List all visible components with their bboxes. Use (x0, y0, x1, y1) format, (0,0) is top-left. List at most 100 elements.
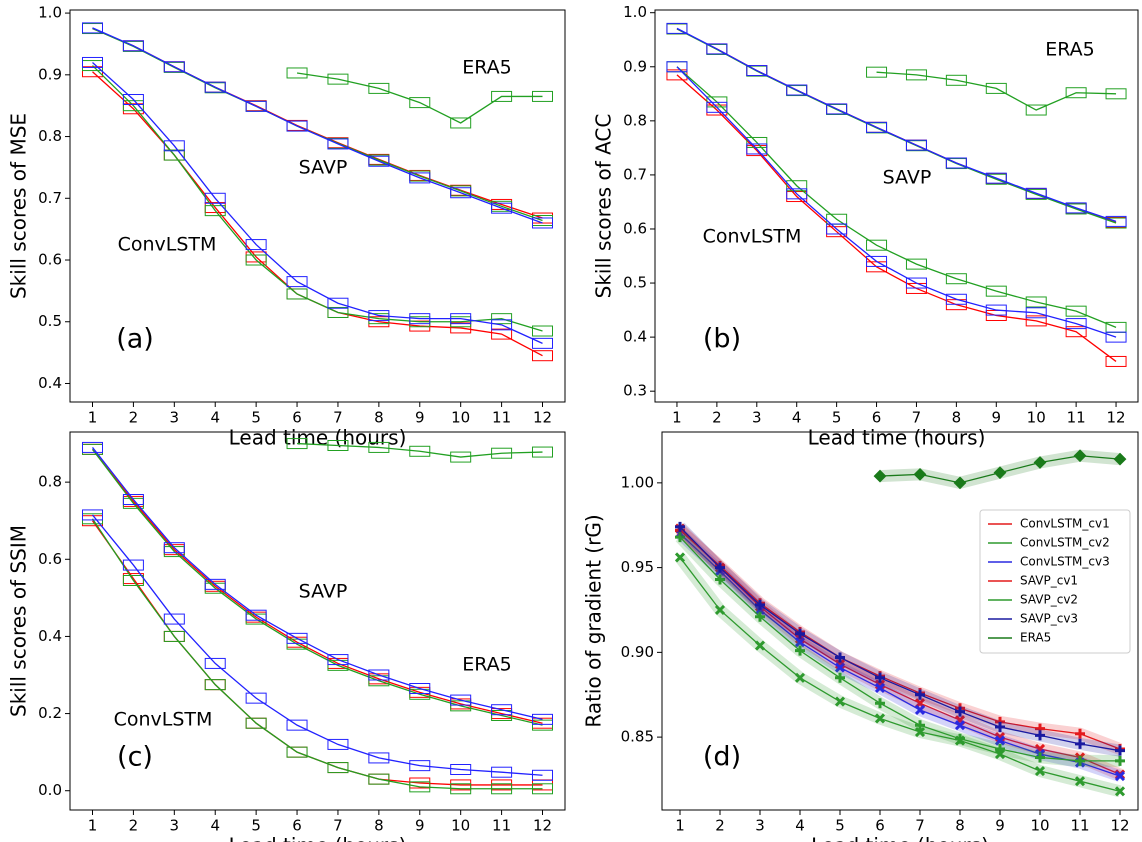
box (368, 82, 390, 94)
box (368, 773, 390, 785)
marker (914, 704, 926, 716)
x-tick-label: 12 (533, 409, 552, 427)
marker (994, 735, 1006, 746)
marker (795, 645, 805, 656)
marker (994, 749, 1006, 760)
marker (1114, 786, 1126, 797)
box (327, 659, 349, 671)
marker (1033, 456, 1047, 469)
box (163, 630, 185, 642)
x-tick-label: 1 (88, 817, 98, 835)
y-tick-label: 0.90 (621, 643, 654, 661)
x-tick-label: 4 (792, 409, 802, 427)
box (163, 149, 185, 161)
box (1105, 88, 1127, 100)
box (245, 609, 267, 621)
box (82, 509, 103, 521)
marker (1034, 765, 1046, 777)
marker (755, 611, 765, 622)
x-axis-label: Lead time (hours) (229, 426, 407, 450)
marker (794, 637, 806, 648)
x-tick-label: 6 (292, 409, 302, 427)
box (491, 710, 513, 721)
marker (995, 721, 1005, 732)
y-tick-label: 0.8 (38, 473, 62, 491)
box (1065, 326, 1087, 338)
box (204, 205, 226, 217)
box (866, 255, 888, 267)
box (327, 306, 349, 318)
box (706, 101, 728, 113)
plot-frame (661, 431, 1139, 811)
x-tick-label: 12 (1106, 409, 1125, 427)
box (532, 446, 553, 458)
panel: 0.850.900.951.00123456789101112Lead time… (582, 431, 1139, 842)
box (245, 239, 267, 251)
box (327, 73, 349, 85)
box (905, 258, 927, 270)
marker (675, 521, 685, 532)
box (122, 494, 144, 505)
series-line (679, 557, 1121, 792)
series-line (297, 442, 543, 458)
x-tick-label: 3 (752, 409, 762, 427)
annotation: ERA5 (462, 57, 512, 79)
marker (834, 696, 846, 707)
x-tick-label: 12 (1110, 817, 1129, 835)
box (491, 783, 513, 795)
box (786, 188, 808, 200)
marker (1114, 771, 1126, 782)
x-tick-label: 10 (451, 409, 470, 427)
box (327, 440, 349, 451)
x-tick-label: 9 (995, 817, 1005, 835)
box (491, 202, 513, 214)
box (204, 192, 226, 204)
box (327, 654, 349, 666)
box (1105, 215, 1127, 227)
box (786, 180, 808, 192)
box (286, 438, 308, 450)
box (532, 713, 553, 725)
marker (835, 652, 845, 663)
box (163, 542, 185, 554)
box (945, 293, 967, 305)
x-tick-label: 9 (415, 817, 425, 835)
box (706, 43, 728, 55)
x-tick-label: 3 (755, 817, 765, 835)
box (532, 350, 553, 362)
x-axis-label: Lead time (hours) (811, 834, 989, 842)
marker (1115, 755, 1125, 766)
marker (874, 682, 886, 694)
box (122, 559, 144, 571)
box (204, 679, 226, 691)
box (327, 762, 349, 774)
x-tick-label: 6 (872, 409, 882, 427)
box (1065, 318, 1087, 330)
box (204, 81, 226, 93)
marker (714, 604, 726, 616)
y-tick-label: 1.0 (38, 4, 62, 22)
box (450, 313, 472, 325)
x-tick-label: 1 (675, 817, 685, 835)
marker (1113, 452, 1127, 466)
series-line (679, 529, 1121, 750)
y-tick-label: 0.6 (38, 251, 62, 269)
box (82, 441, 103, 453)
y-tick-label: 0.5 (623, 274, 647, 292)
box (450, 700, 472, 712)
box (1065, 305, 1087, 317)
box (409, 97, 431, 109)
y-tick-label: 1.0 (623, 3, 647, 21)
box (450, 117, 472, 129)
box (286, 746, 308, 758)
box (945, 273, 967, 285)
box (122, 40, 144, 52)
annotation: SAVP (883, 167, 932, 189)
y-axis-label: Ratio of gradient (rG) (582, 514, 606, 727)
series-line (679, 533, 1121, 777)
box (450, 451, 472, 463)
series-line (676, 66, 1117, 328)
box (532, 769, 553, 781)
legend-label: SAVP_cv2 (1020, 593, 1078, 607)
y-tick-label: 0.2 (38, 704, 62, 722)
